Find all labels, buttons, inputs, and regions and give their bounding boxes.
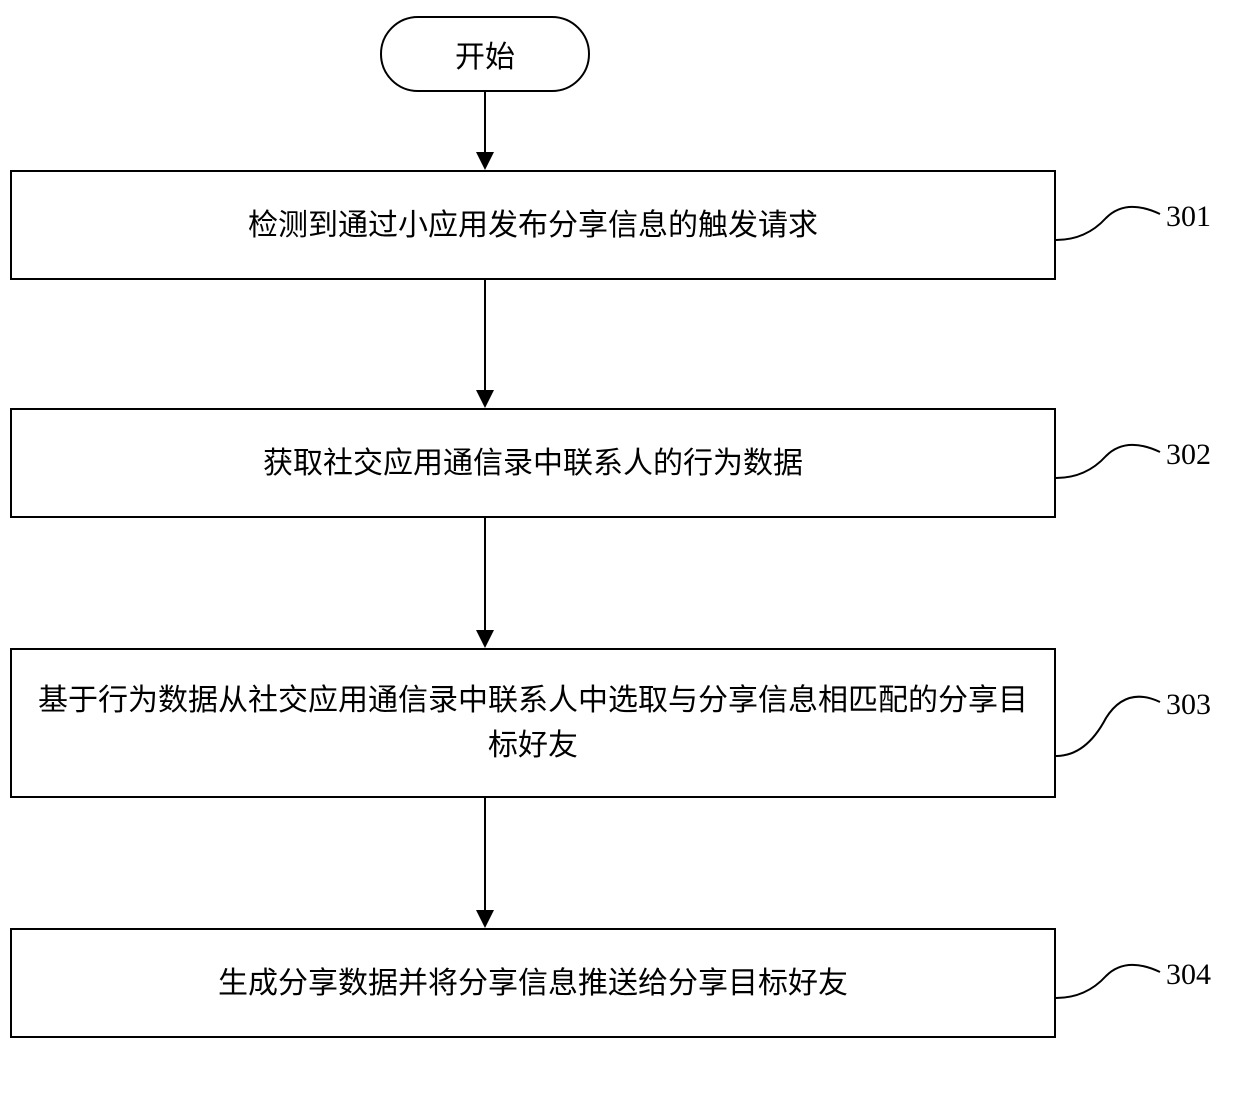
step-label-302: 302 xyxy=(1166,438,1211,472)
step-label-304: 304 xyxy=(1166,958,1211,992)
step-label-303: 303 xyxy=(1166,688,1211,722)
arrowhead-302-303 xyxy=(476,630,494,648)
edge-302-303 xyxy=(484,518,486,632)
start-label: 开始 xyxy=(455,32,515,76)
edge-start-301 xyxy=(484,92,486,154)
process-node-303: 基于行为数据从社交应用通信录中联系人中选取与分享信息相匹配的分享目标好友 xyxy=(10,648,1056,798)
process-label-302: 获取社交应用通信录中联系人的行为数据 xyxy=(263,441,803,486)
arrowhead-301-302 xyxy=(476,390,494,408)
connector-curve-302 xyxy=(1056,438,1166,498)
step-label-301: 301 xyxy=(1166,200,1211,234)
edge-301-302 xyxy=(484,280,486,392)
process-label-304: 生成分享数据并将分享信息推送给分享目标好友 xyxy=(218,961,848,1006)
connector-curve-303 xyxy=(1056,688,1166,778)
arrowhead-303-304 xyxy=(476,910,494,928)
arrowhead-start-301 xyxy=(476,152,494,170)
connector-curve-304 xyxy=(1056,958,1166,1018)
flowchart-container: 开始 检测到通过小应用发布分享信息的触发请求 获取社交应用通信录中联系人的行为数… xyxy=(0,0,1240,1099)
start-node: 开始 xyxy=(380,16,590,92)
process-label-303: 基于行为数据从社交应用通信录中联系人中选取与分享信息相匹配的分享目标好友 xyxy=(32,678,1034,768)
edge-303-304 xyxy=(484,798,486,912)
process-node-302: 获取社交应用通信录中联系人的行为数据 xyxy=(10,408,1056,518)
connector-curve-301 xyxy=(1056,200,1166,260)
process-node-304: 生成分享数据并将分享信息推送给分享目标好友 xyxy=(10,928,1056,1038)
process-node-301: 检测到通过小应用发布分享信息的触发请求 xyxy=(10,170,1056,280)
process-label-301: 检测到通过小应用发布分享信息的触发请求 xyxy=(248,203,818,248)
